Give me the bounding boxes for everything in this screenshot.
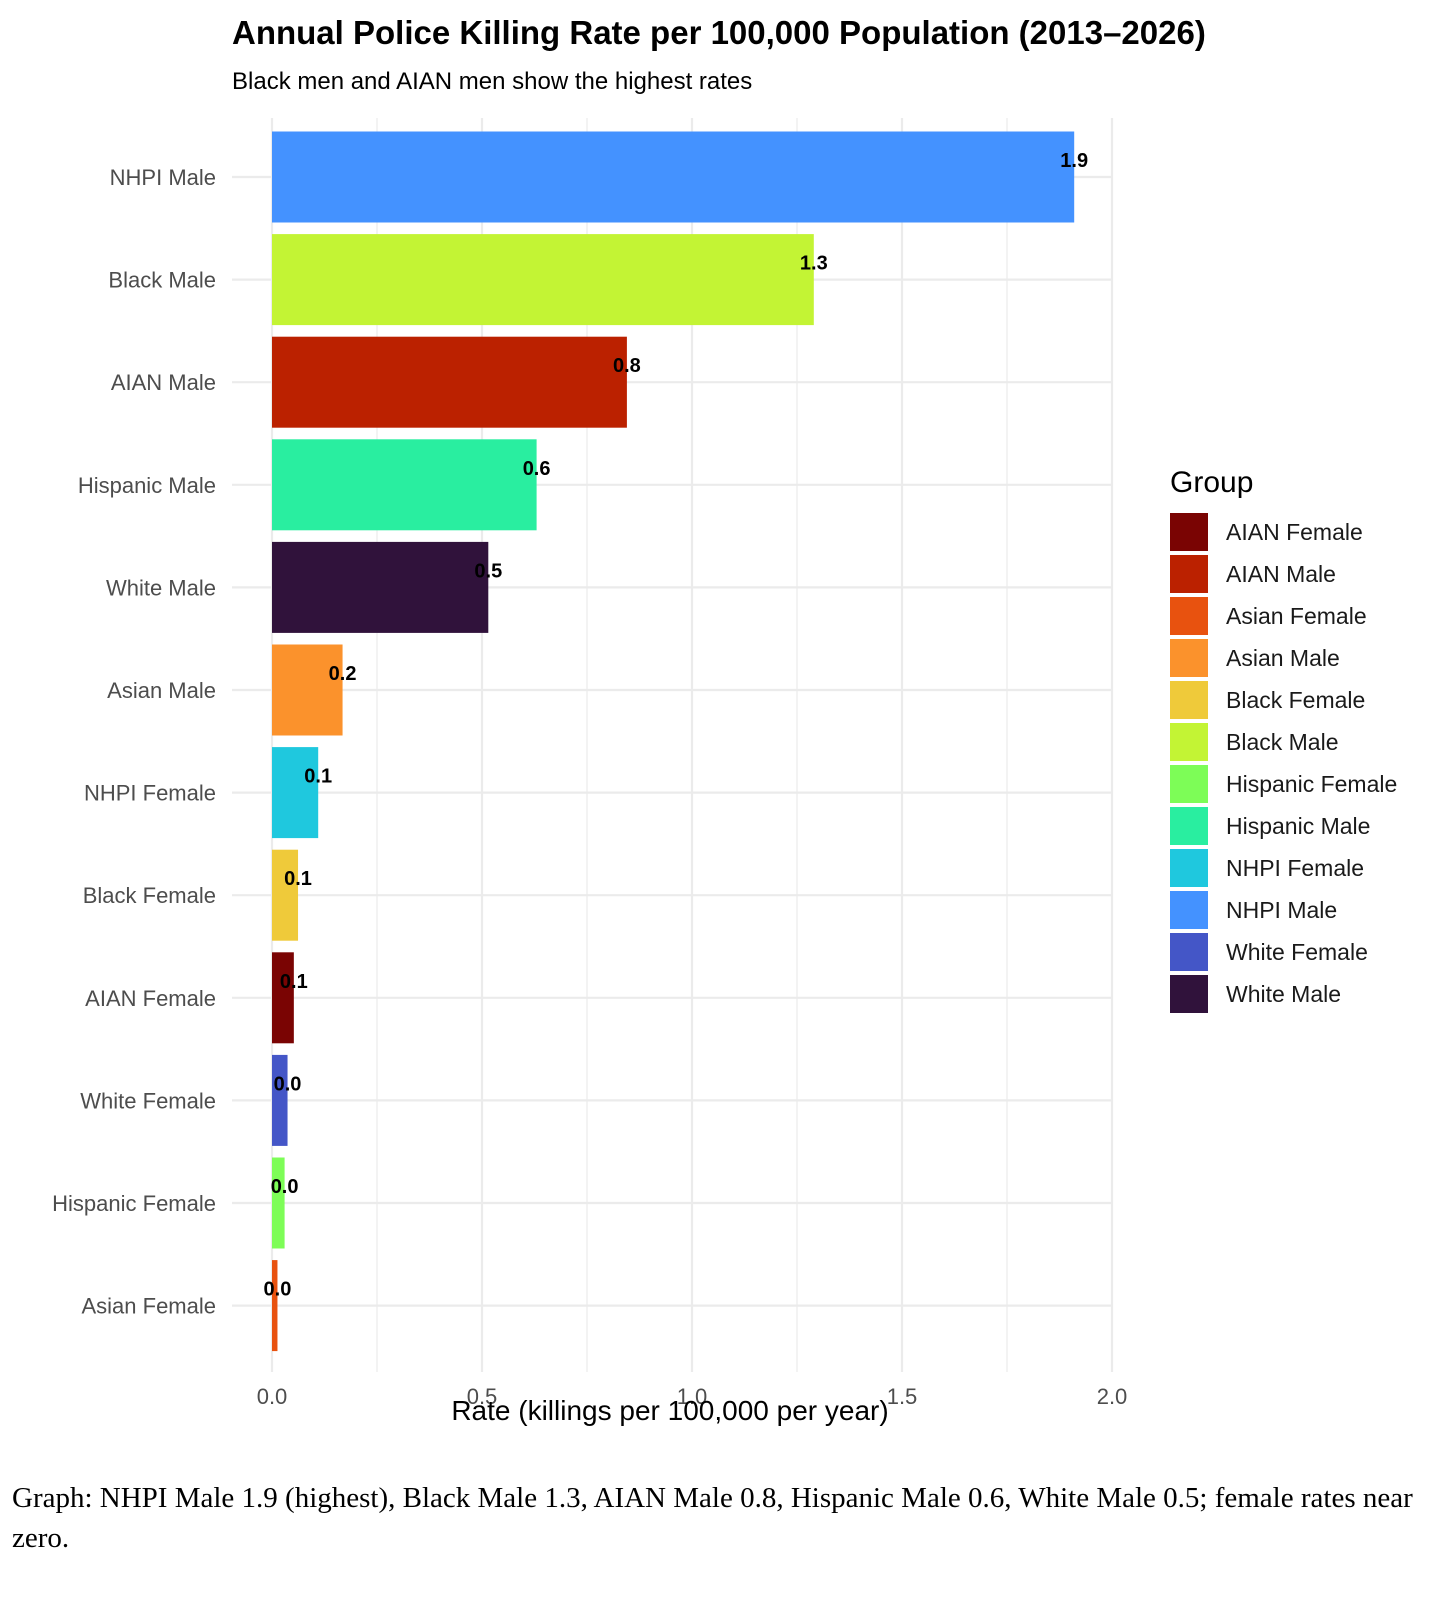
legend-label: AIAN Male	[1226, 561, 1336, 587]
legend-swatch	[1170, 933, 1208, 971]
bar	[272, 131, 1075, 223]
legend-swatch	[1170, 807, 1208, 845]
bar	[272, 644, 343, 736]
legend-label: Asian Male	[1226, 645, 1340, 671]
legend-swatch	[1170, 723, 1208, 761]
bar	[272, 336, 627, 428]
data-label: 1.3	[800, 253, 828, 275]
legend-swatch	[1170, 975, 1208, 1013]
legend-label: Hispanic Female	[1226, 771, 1397, 797]
x-tick-label: 0.0	[257, 1384, 288, 1409]
chart-caption: Graph: NHPI Male 1.9 (highest), Black Ma…	[12, 1482, 1413, 1554]
legend-label: NHPI Male	[1226, 897, 1337, 923]
bar	[272, 439, 537, 531]
legend-swatch	[1170, 681, 1208, 719]
x-axis-tick-labels: 0.0 0.5 1.0 1.5 2.0	[257, 1384, 1128, 1409]
category-label: Black Female	[83, 883, 216, 908]
bars	[272, 131, 1075, 1352]
legend-label: Black Female	[1226, 687, 1365, 713]
legend-label: Hispanic Male	[1226, 813, 1370, 839]
category-label: Hispanic Female	[52, 1191, 216, 1216]
data-label: 0.2	[329, 663, 357, 685]
category-label: Asian Male	[107, 678, 216, 703]
bar	[272, 952, 294, 1044]
data-label: 0.0	[274, 1073, 302, 1095]
category-label: White Female	[80, 1088, 216, 1113]
bar	[272, 849, 299, 941]
chart-subtitle: Black men and AIAN men show the highest …	[232, 68, 753, 95]
category-axis-labels: NHPI Male Black Male AIAN Male Hispanic Mal…	[52, 165, 216, 1319]
bar	[272, 1260, 278, 1352]
data-label: 0.0	[271, 1176, 299, 1198]
legend-swatch	[1170, 849, 1208, 887]
category-label: NHPI Female	[84, 781, 216, 806]
data-label: 0.5	[474, 560, 502, 582]
legend: Group AIAN Female AIAN Male Asian Female As…	[1170, 466, 1397, 1013]
category-label: AIAN Female	[85, 986, 216, 1011]
legend-label: Black Male	[1226, 729, 1338, 755]
data-label: 0.1	[280, 971, 308, 993]
bar	[272, 541, 489, 633]
legend-title: Group	[1170, 466, 1253, 499]
x-tick-label: 2.0	[1097, 1384, 1128, 1409]
category-label: Asian Female	[81, 1294, 216, 1319]
legend-label: AIAN Female	[1226, 519, 1363, 545]
data-label: 0.8	[613, 355, 641, 377]
x-axis-title: Rate (killings per 100,000 per year)	[451, 1395, 888, 1426]
legend-swatch	[1170, 513, 1208, 551]
legend-label: Asian Female	[1226, 603, 1367, 629]
category-label: Black Male	[108, 268, 216, 293]
data-labels: 1.9 1.3 0.8 0.6 0.5 0.2 0.1 0.1 0.1 0.0 0.0 0.0	[264, 150, 1089, 1301]
legend-swatch	[1170, 891, 1208, 929]
bar	[272, 747, 319, 839]
legend-swatch	[1170, 639, 1208, 677]
data-label: 0.6	[523, 458, 551, 480]
bar	[272, 234, 814, 326]
bar	[272, 1054, 288, 1146]
category-label: NHPI Male	[110, 165, 216, 190]
x-tick-label: 1.5	[887, 1384, 918, 1409]
legend-swatch	[1170, 555, 1208, 593]
bar	[272, 1157, 285, 1249]
category-label: Hispanic Male	[78, 473, 216, 498]
legend-swatch	[1170, 597, 1208, 635]
x-tick-label: 0.5	[467, 1384, 498, 1409]
legend-label: NHPI Female	[1226, 855, 1364, 881]
grid-lines	[232, 118, 1114, 1372]
legend-label: White Female	[1226, 939, 1368, 965]
chart-title: Annual Police Killing Rate per 100,000 P…	[232, 14, 1206, 51]
category-label: AIAN Male	[111, 370, 216, 395]
category-label: White Male	[106, 575, 216, 600]
data-label: 0.0	[264, 1279, 292, 1301]
data-label: 1.9	[1060, 150, 1088, 172]
x-tick-label: 1.0	[677, 1384, 708, 1409]
data-label: 0.1	[304, 766, 332, 788]
bar-chart: 1.9 1.3 0.8 0.6 0.5 0.2 0.1 0.1 0.1 0.0 0.0 0.0 NHP…	[52, 118, 1397, 1426]
legend-swatch	[1170, 765, 1208, 803]
legend-label: White Male	[1226, 981, 1341, 1007]
data-label: 0.1	[284, 868, 312, 890]
